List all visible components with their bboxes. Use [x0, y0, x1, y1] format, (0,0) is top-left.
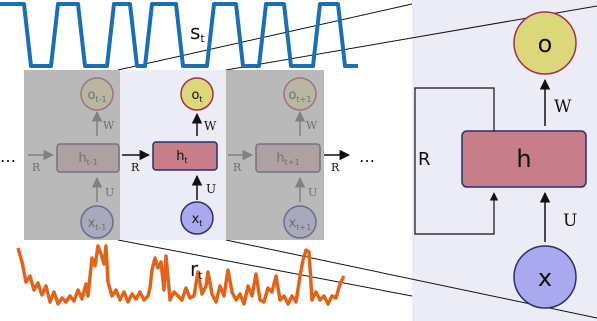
detail-u-label: U [563, 211, 577, 231]
output-label-t-minus-1: ot-1 [87, 88, 106, 104]
w-label-t: W [204, 119, 217, 133]
w-label-t-minus-1: W [103, 119, 115, 132]
u-label-t-plus-1: U [308, 186, 317, 199]
r-in-label-t-plus-1: R [233, 161, 242, 174]
input-node-t-minus-1 [80, 205, 114, 239]
detail-input-node [513, 245, 577, 309]
cell-t-plus-1: ot+1 W ht+1 R U xt+1 [228, 77, 321, 239]
s-signal-label: st [190, 20, 205, 45]
hidden-label-t: ht [176, 149, 187, 165]
detail-input-label: x [538, 264, 552, 292]
output-label-t-plus-1: ot+1 [289, 88, 312, 104]
hidden-label-t-minus-1: ht-1 [78, 151, 97, 167]
detail-w-label: W [554, 97, 572, 117]
s-signal-wave [0, 2, 358, 68]
cell-t: ot W ht R U xt [122, 77, 218, 235]
input-node-t-plus-1 [283, 205, 317, 239]
output-node-t-minus-1 [80, 77, 114, 111]
detail-hidden-label: h [516, 145, 531, 173]
detail-output-label: o [538, 30, 553, 58]
r-signal-label: rt [190, 257, 203, 282]
zoom-line-top-1 [117, 3, 413, 71]
output-label-t: ot [191, 88, 202, 104]
cell-t-minus-1: ot-1 W ht-1 R U xt-1 [28, 77, 120, 239]
ellipsis-left: … [0, 147, 16, 166]
output-node-t-plus-1 [283, 77, 317, 111]
hidden-node-t-plus-1 [255, 143, 321, 173]
input-label-t-plus-1: xt+1 [289, 216, 312, 232]
detail-r-loop [414, 87, 499, 235]
w-label-t-plus-1: W [306, 119, 318, 132]
r-in-label-t: R [131, 161, 140, 174]
r-in-label-t-minus-1: R [32, 161, 41, 174]
detail-r-label: R [418, 149, 431, 170]
u-label-t-minus-1: U [105, 186, 114, 199]
detail-output-node [513, 11, 577, 75]
detail-cell: o W h R U x [414, 11, 587, 309]
hidden-label-t-plus-1: ht+1 [276, 151, 299, 167]
u-label-t: U [206, 182, 216, 196]
r-signal-wave [16, 244, 346, 306]
detail-hidden-node [461, 130, 587, 188]
zoom-line-bottom-1 [117, 239, 413, 297]
r-out-label: R [331, 161, 340, 174]
ellipsis-right: … [359, 147, 375, 166]
output-node-t [180, 77, 214, 111]
hidden-node-t-minus-1 [56, 143, 120, 173]
input-label-t: xt [192, 212, 203, 228]
input-label-t-minus-1: xt-1 [88, 216, 107, 232]
hidden-node-t [152, 141, 218, 171]
input-node-t [180, 201, 214, 235]
